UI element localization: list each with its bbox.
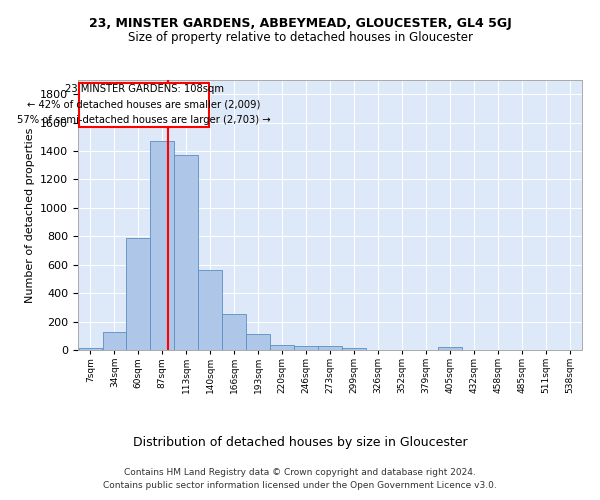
Text: 23, MINSTER GARDENS, ABBEYMEAD, GLOUCESTER, GL4 5GJ: 23, MINSTER GARDENS, ABBEYMEAD, GLOUCEST…: [89, 18, 511, 30]
Bar: [175, 156, 198, 350]
Bar: [127, 238, 150, 350]
Bar: [318, 346, 342, 350]
Bar: [342, 348, 366, 350]
Bar: [294, 346, 318, 350]
Text: Size of property relative to detached houses in Gloucester: Size of property relative to detached ho…: [128, 31, 473, 44]
Bar: [199, 270, 222, 350]
Bar: [223, 314, 246, 350]
Text: Contains HM Land Registry data © Crown copyright and database right 2024.: Contains HM Land Registry data © Crown c…: [124, 468, 476, 477]
Bar: [246, 334, 270, 350]
Bar: [438, 347, 461, 350]
Bar: [270, 345, 294, 350]
Bar: [103, 332, 126, 350]
Bar: [79, 348, 102, 350]
Y-axis label: Number of detached properties: Number of detached properties: [25, 128, 35, 302]
Text: Distribution of detached houses by size in Gloucester: Distribution of detached houses by size …: [133, 436, 467, 449]
Text: Contains public sector information licensed under the Open Government Licence v3: Contains public sector information licen…: [103, 480, 497, 490]
FancyBboxPatch shape: [79, 83, 209, 127]
Text: 23 MINSTER GARDENS: 108sqm
← 42% of detached houses are smaller (2,009)
57% of s: 23 MINSTER GARDENS: 108sqm ← 42% of deta…: [17, 84, 271, 126]
Bar: [151, 141, 174, 350]
